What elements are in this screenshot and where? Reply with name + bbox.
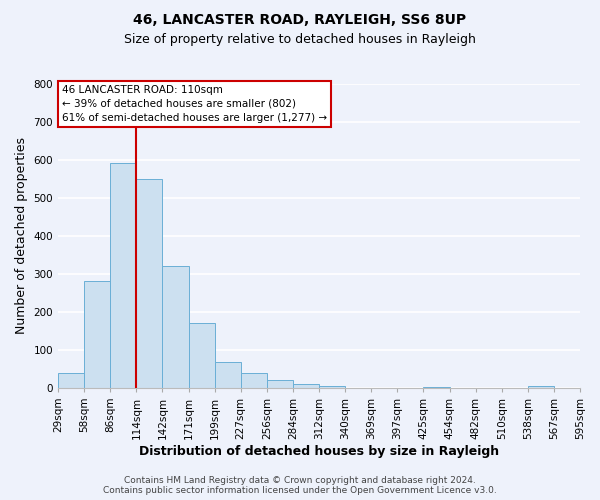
- Bar: [293, 384, 319, 388]
- Bar: [110, 163, 136, 388]
- Bar: [136, 179, 163, 388]
- Y-axis label: Number of detached properties: Number of detached properties: [15, 138, 28, 334]
- X-axis label: Distribution of detached houses by size in Rayleigh: Distribution of detached houses by size …: [139, 444, 499, 458]
- Bar: [215, 362, 241, 388]
- Bar: [319, 386, 345, 388]
- Bar: [424, 387, 449, 388]
- Bar: [267, 380, 293, 388]
- Text: 46, LANCASTER ROAD, RAYLEIGH, SS6 8UP: 46, LANCASTER ROAD, RAYLEIGH, SS6 8UP: [133, 12, 467, 26]
- Bar: [241, 374, 267, 388]
- Text: 46 LANCASTER ROAD: 110sqm
← 39% of detached houses are smaller (802)
61% of semi: 46 LANCASTER ROAD: 110sqm ← 39% of detac…: [62, 85, 327, 123]
- Text: Size of property relative to detached houses in Rayleigh: Size of property relative to detached ho…: [124, 32, 476, 46]
- Text: Contains HM Land Registry data © Crown copyright and database right 2024.
Contai: Contains HM Land Registry data © Crown c…: [103, 476, 497, 495]
- Bar: [58, 374, 84, 388]
- Bar: [163, 266, 188, 388]
- Bar: [188, 323, 215, 388]
- Bar: [84, 282, 110, 388]
- Bar: [528, 386, 554, 388]
